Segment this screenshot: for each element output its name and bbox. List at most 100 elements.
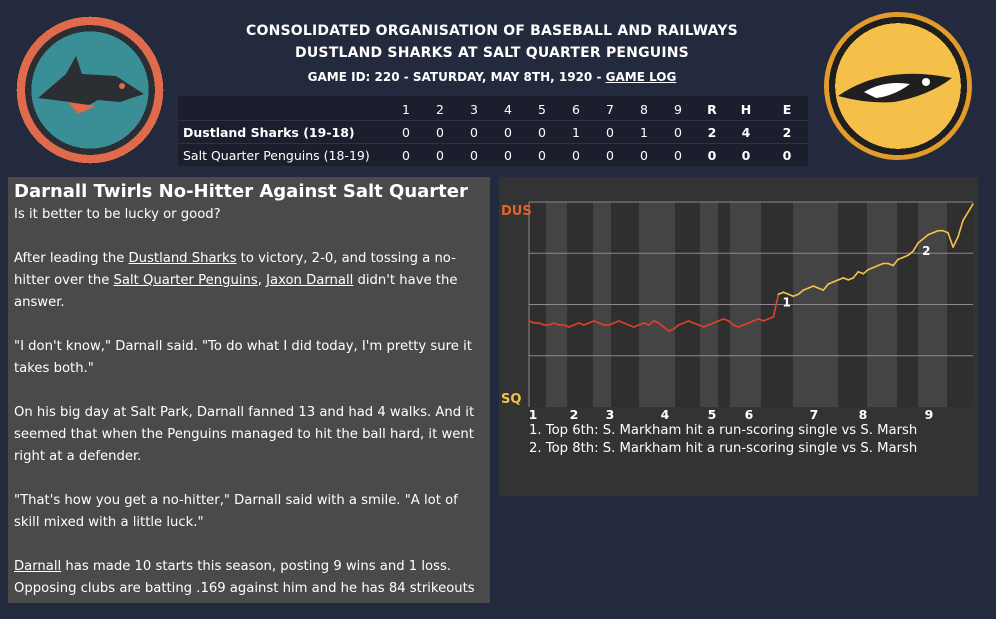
win-probability-segment (782, 291, 790, 296)
score-cell: 0 (470, 124, 478, 140)
win-probability-segment (657, 322, 665, 328)
text: , (257, 273, 267, 288)
score-cell: 1 (640, 124, 648, 140)
shark-logo[interactable] (16, 16, 164, 164)
game-log-link[interactable]: GAME LOG (605, 70, 677, 84)
text: After leading the (14, 251, 129, 266)
bottom-team-label: SQ (501, 392, 521, 407)
team-link-salt-quarter[interactable]: Salt Quarter Penguins (113, 273, 258, 288)
line-score-header: 1 2 3 4 5 6 7 8 9 R H E (178, 98, 808, 121)
game-article: Darnall Twirls No-Hitter Against Salt Qu… (8, 177, 490, 603)
win-probability-segment (647, 320, 655, 326)
score-cell: 0 (538, 124, 546, 140)
win-probability-segment (962, 211, 969, 222)
win-probability-segment (942, 229, 949, 234)
win-probability-segment (952, 236, 959, 248)
win-probability-segment (613, 320, 620, 324)
win-probability-segment (862, 268, 870, 275)
top-team-label: DUS (501, 204, 532, 219)
win-probability-segment (538, 322, 545, 326)
text: didn't have the answer. (14, 273, 458, 310)
chart-note: 2. Top 8th: S. Markham hit a run-scoring… (529, 441, 918, 456)
team-name[interactable]: Salt Quarter Penguins (18-19) (183, 147, 370, 163)
win-probability-segment (852, 270, 860, 279)
score-cell: 0 (402, 147, 410, 163)
win-probability-segment (752, 318, 760, 322)
score-cell: 0 (436, 124, 444, 140)
win-probability-segment (578, 322, 585, 326)
article-paragraph: "I don't know," Darnall said. "To do wha… (14, 339, 472, 376)
win-probability-segment (593, 320, 600, 324)
article-paragraph: "That's how you get a no-hitter," Darnal… (14, 493, 458, 530)
player-link-darnall[interactable]: Jaxon Darnall (266, 273, 354, 288)
penguin-logo[interactable] (824, 12, 972, 160)
score-cell: 0 (504, 147, 512, 163)
win-probability-segment (792, 293, 800, 298)
line-score-row: Dustland Sharks (19-18) 0 0 0 0 0 1 0 1 0 2 4 2 (178, 120, 808, 143)
win-probability-segment (812, 285, 820, 289)
win-probability-segment (583, 322, 590, 326)
win-probability-segment (772, 293, 780, 318)
article-paragraph: On his big day at Salt Park, Darnall fan… (14, 405, 475, 464)
win-probability-segment (692, 322, 700, 326)
win-probability-segment (872, 264, 880, 269)
win-probability-segment (732, 324, 740, 328)
inning-header: 3 (470, 102, 478, 117)
win-probability-segment (627, 324, 635, 328)
win-probability-segment (892, 258, 899, 267)
text: has made 10 starts this season, posting … (14, 559, 475, 596)
article-paragraph: Is it better to be lucky or good? (14, 207, 221, 222)
player-link-darnall[interactable]: Darnall (14, 559, 62, 574)
win-probability-segment (677, 322, 685, 326)
win-probability-segment (917, 238, 924, 244)
inning-header: 8 (640, 102, 648, 117)
win-probability-segment (687, 320, 695, 324)
win-probability-segment (727, 320, 735, 326)
win-probability-segment (617, 320, 625, 324)
event-marker: 1 (782, 295, 790, 309)
win-probability-segment (817, 287, 825, 291)
win-probability-segment (832, 279, 840, 283)
win-probability-segment (932, 229, 939, 234)
win-probability-segment (787, 293, 795, 298)
win-probability-segment (662, 326, 670, 332)
article-paragraph: After leading the Dustland Sharks to vic… (14, 248, 484, 314)
line-score-table: 1 2 3 4 5 6 7 8 9 R H E Dustland Sharks (19-18) 0 0 0 0 0… (178, 96, 808, 166)
game-info: GAME ID: 220 - SATURDAY, MAY 8TH, 1920 -… (180, 66, 804, 88)
team-name[interactable]: Dustland Sharks (19-18) (183, 124, 355, 140)
inning-header: 4 (504, 102, 512, 117)
win-probability-segment (867, 266, 875, 271)
win-probability-segment (747, 320, 755, 324)
win-probability-segment (842, 277, 850, 281)
win-probability-segment (702, 324, 710, 328)
win-probability-segment (797, 289, 805, 296)
win-probability-segment (757, 318, 765, 322)
score-cell: 0 (436, 147, 444, 163)
win-probability-segment (672, 324, 680, 330)
text: to victory, 2-0, and tossing a no-hitter… (14, 251, 456, 288)
inning-label: 3 (606, 407, 615, 422)
win-probability-segment (712, 320, 720, 324)
inning-header: 2 (436, 102, 444, 117)
score-cell: 2 (782, 124, 792, 140)
win-probability-segment (967, 203, 974, 214)
score-cell: 0 (741, 147, 751, 163)
win-probability-segment (777, 291, 785, 296)
win-probability-segment (742, 322, 750, 326)
score-cell: 0 (606, 124, 614, 140)
win-probability-segment (802, 287, 810, 291)
matchup-title: DUSTLAND SHARKS AT SALT QUARTER PENGUINS (295, 45, 689, 61)
game-info-text: GAME ID: 220 - SATURDAY, MAY 8TH, 1920 - (307, 70, 606, 84)
chart-notes: 1. Top 6th: S. Markham hit a run-scoring… (529, 422, 917, 458)
team-link-dustland[interactable]: Dustland Sharks (128, 251, 237, 266)
inning-label: 7 (810, 407, 819, 422)
score-cell: 0 (402, 124, 410, 140)
score-cell: 0 (470, 147, 478, 163)
inning-label: 6 (745, 407, 754, 422)
league-name: CONSOLIDATED ORGANISATION OF BASEBALL AN… (246, 23, 738, 39)
score-cell: 0 (504, 124, 512, 140)
win-probability-segment (563, 324, 570, 328)
inning-header: R (707, 102, 717, 117)
win-probability-segment (717, 318, 725, 322)
win-probability-segment (827, 281, 835, 285)
